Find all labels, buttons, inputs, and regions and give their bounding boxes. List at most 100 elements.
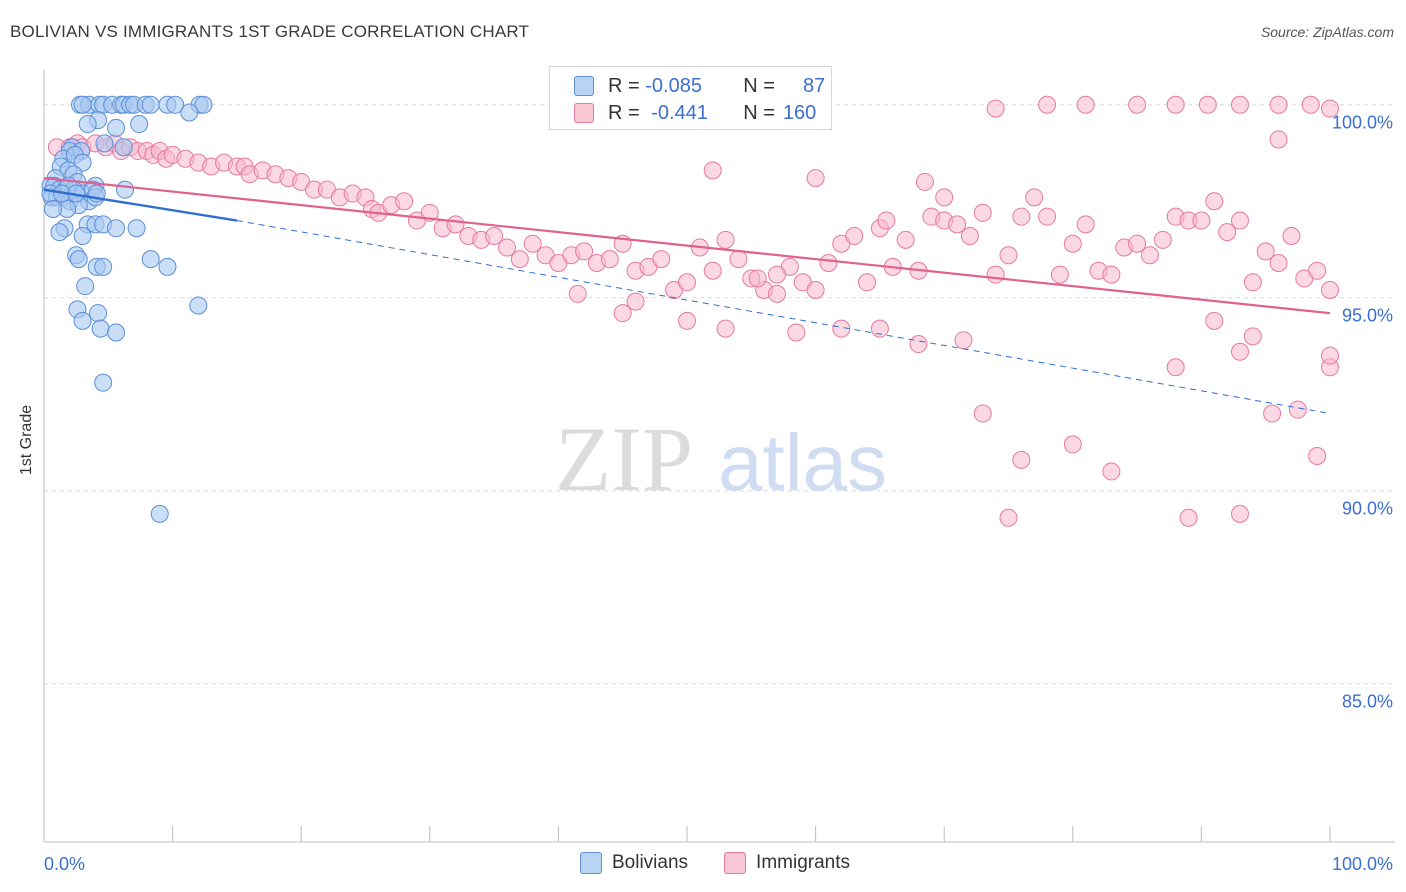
x-tick-label: 100.0% [1332,854,1393,874]
legend-item-immigrants[interactable]: Immigrants [724,852,850,874]
data-point-immigrants [1288,400,1307,419]
data-point-immigrants [1205,311,1224,330]
data-point-bolivians [150,504,169,523]
data-point-immigrants [973,404,992,423]
data-point-immigrants [877,211,896,230]
data-point-immigrants [935,188,954,207]
data-point-bolivians [158,257,177,276]
data-point-immigrants [1230,342,1249,361]
data-point-immigrants [523,234,542,253]
legend-r-label: R = [608,101,640,124]
data-point-immigrants [1025,188,1044,207]
data-point-immigrants [1282,226,1301,245]
data-point-immigrants [510,250,529,269]
data-point-bolivians [44,199,63,218]
data-point-immigrants [716,319,735,338]
data-point-immigrants [568,284,587,303]
correlation-legend: R = -0.085 N = 87 R = -0.441 N = 160 [549,66,832,130]
trend-lines [43,176,1331,415]
data-point-immigrants [1076,215,1095,234]
data-point-immigrants [858,273,877,292]
data-point-immigrants [1230,211,1249,230]
data-point-bolivians [69,250,88,269]
data-point-bolivians [94,373,113,392]
y-tick-label: 100.0% [1332,113,1393,133]
legend-swatch-pink [574,103,594,123]
series-immigrants [47,95,1339,527]
data-point-immigrants [1321,346,1339,365]
legend-swatch-blue [580,852,602,874]
y-tick-label: 85.0% [1342,692,1393,712]
data-point-immigrants [1012,207,1031,226]
data-point-immigrants [1153,230,1172,249]
data-point-immigrants [787,323,806,342]
data-point-immigrants [896,230,915,249]
data-point-immigrants [575,242,594,261]
data-point-immigrants [485,226,504,245]
data-point-immigrants [1140,246,1159,265]
data-point-immigrants [1230,504,1249,523]
data-point-immigrants [1218,223,1237,242]
data-point-bolivians [76,277,95,296]
y-axis-label: 1st Grade [18,404,35,476]
legend-n-label: N = [743,101,775,124]
data-point-bolivians [189,296,208,315]
data-point-immigrants [1308,261,1327,280]
data-point-immigrants [986,265,1005,284]
data-point-bolivians [73,95,92,114]
data-point-immigrants [806,169,825,188]
data-point-immigrants [1308,447,1327,465]
tick-labels: 85.0% 90.0% 95.0% 100.0% 0.0% 100.0% [44,113,1393,874]
data-point-immigrants [652,250,671,269]
data-point-immigrants [1243,273,1262,292]
data-point-bolivians [94,257,113,276]
data-point-immigrants [832,319,851,338]
data-point-immigrants [1192,211,1211,230]
data-point-immigrants [1230,95,1249,114]
data-point-immigrants [819,254,838,272]
data-point-bolivians [73,311,92,330]
data-point-immigrants [948,215,967,234]
data-point-immigrants [768,265,787,284]
data-point-immigrants [497,238,516,257]
data-point-bolivians [141,250,160,269]
legend-item-bolivians[interactable]: Bolivians [580,852,688,874]
data-point-immigrants [1102,462,1121,481]
gridlines [44,104,1395,685]
data-point-immigrants [768,284,787,303]
data-point-bolivians [180,103,199,122]
legend-n-value: 160 [782,101,817,124]
data-point-immigrants [1269,95,1288,114]
watermark-atlas: atlas [718,418,887,507]
trend-line-immigrants [43,176,1331,315]
legend-r-value: -0.085 [645,74,702,97]
data-point-immigrants [716,230,735,249]
legend-r-value: -0.441 [651,101,708,124]
data-point-immigrants [395,192,414,211]
legend-row-bolivians: R = -0.085 N = 87 [550,73,825,99]
data-point-immigrants [1198,95,1217,114]
legend-swatch-blue [574,76,594,96]
data-point-immigrants [1263,404,1282,423]
data-point-immigrants [1063,234,1082,253]
data-point-bolivians [73,226,92,245]
legend-n-value: 87 [802,74,826,97]
data-point-bolivians [89,304,108,323]
data-point-immigrants [678,311,696,330]
data-point-immigrants [1102,265,1121,284]
data-point-bolivians [107,118,126,137]
data-point-immigrants [613,304,632,323]
data-point-bolivians [194,95,213,114]
data-point-bolivians [91,319,110,338]
legend-swatch-pink [724,852,747,874]
data-point-bolivians [114,138,133,157]
data-point-immigrants [1166,358,1185,377]
legend-n-label: N = [743,74,775,97]
series-legend: Bolivians Immigrants [580,852,886,874]
data-point-immigrants [1243,327,1262,346]
data-point-immigrants [845,226,864,245]
data-point-immigrants [678,273,696,292]
data-point-immigrants [626,292,645,311]
data-point-immigrants [1076,95,1095,114]
data-point-immigrants [600,250,619,269]
